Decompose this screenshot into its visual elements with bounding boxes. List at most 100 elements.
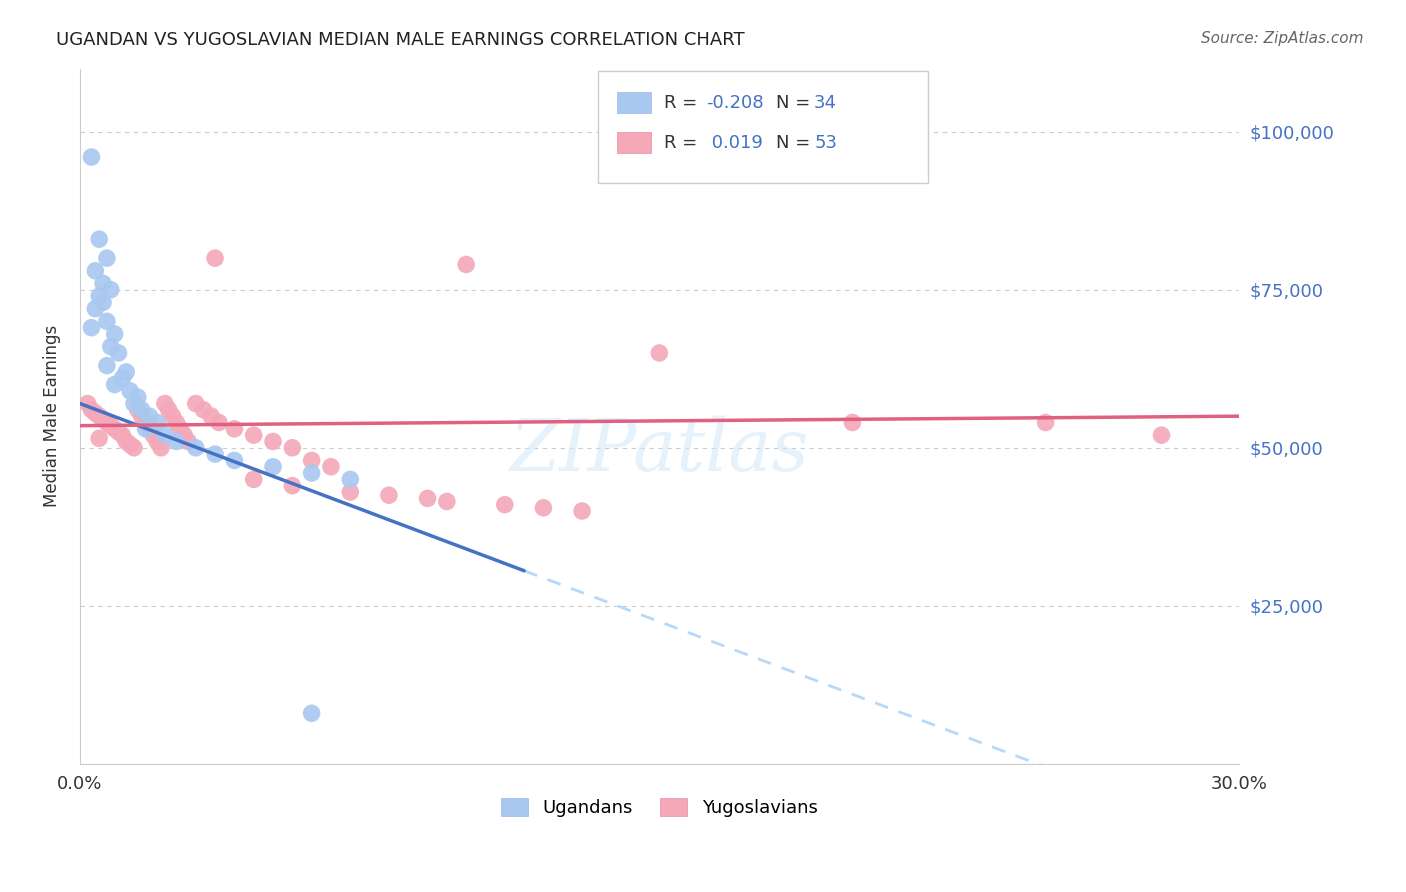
Point: [281, 479, 304, 493]
Point: [120, 437, 142, 451]
Point: [104, 377, 127, 392]
Point: [150, 441, 173, 455]
Text: ZIPatlas: ZIPatlas: [509, 416, 808, 486]
Point: [165, 434, 187, 449]
Point: [841, 416, 863, 430]
Point: [122, 441, 145, 455]
Point: [76, 396, 98, 410]
Point: [184, 441, 207, 455]
Point: [242, 472, 264, 486]
Text: R =: R =: [664, 94, 703, 112]
Point: [107, 346, 129, 360]
Point: [127, 402, 149, 417]
Point: [107, 425, 129, 439]
Point: [146, 434, 169, 449]
Point: [89, 232, 111, 246]
Point: [494, 498, 516, 512]
Point: [131, 402, 153, 417]
Point: [84, 264, 107, 278]
Point: [89, 289, 111, 303]
Text: R =: R =: [664, 134, 703, 152]
Point: [80, 320, 103, 334]
Point: [104, 326, 127, 341]
Point: [135, 422, 157, 436]
Point: [96, 359, 118, 373]
Point: [96, 314, 118, 328]
Point: [169, 422, 191, 436]
Point: [89, 409, 111, 424]
Point: [301, 706, 323, 721]
Point: [1150, 428, 1173, 442]
Point: [146, 416, 169, 430]
Point: [100, 418, 122, 433]
Point: [162, 409, 184, 424]
Point: [173, 428, 195, 442]
Point: [224, 453, 246, 467]
Point: [177, 434, 200, 449]
Point: [184, 396, 207, 410]
Legend: Ugandans, Yugoslavians: Ugandans, Yugoslavians: [494, 790, 825, 824]
Point: [89, 431, 111, 445]
Point: [301, 466, 323, 480]
Point: [96, 416, 118, 430]
Point: [200, 409, 222, 424]
Text: Source: ZipAtlas.com: Source: ZipAtlas.com: [1201, 31, 1364, 46]
Point: [456, 257, 478, 271]
Point: [533, 500, 555, 515]
Point: [224, 422, 246, 436]
Text: N =: N =: [776, 94, 815, 112]
Point: [96, 251, 118, 265]
Point: [204, 447, 226, 461]
Text: UGANDAN VS YUGOSLAVIAN MEDIAN MALE EARNINGS CORRELATION CHART: UGANDAN VS YUGOSLAVIAN MEDIAN MALE EARNI…: [56, 31, 745, 49]
Point: [157, 402, 180, 417]
Point: [165, 416, 187, 430]
Point: [571, 504, 593, 518]
Text: N =: N =: [776, 134, 815, 152]
Point: [262, 459, 284, 474]
Point: [208, 416, 231, 430]
Point: [153, 428, 176, 442]
Point: [122, 396, 145, 410]
Text: -0.208: -0.208: [706, 94, 763, 112]
Point: [100, 283, 122, 297]
Point: [104, 422, 127, 436]
Point: [91, 295, 114, 310]
Point: [204, 251, 226, 265]
Point: [339, 472, 361, 486]
Point: [153, 396, 176, 410]
Point: [319, 459, 342, 474]
Point: [80, 150, 103, 164]
Point: [193, 402, 215, 417]
Point: [436, 494, 458, 508]
Text: 34: 34: [814, 94, 837, 112]
Point: [111, 371, 134, 385]
Point: [135, 416, 157, 430]
Point: [416, 491, 439, 506]
Point: [131, 409, 153, 424]
Point: [115, 365, 138, 379]
Point: [100, 340, 122, 354]
Point: [1035, 416, 1057, 430]
Text: 0.019: 0.019: [706, 134, 762, 152]
Point: [301, 453, 323, 467]
Point: [138, 422, 160, 436]
Point: [127, 390, 149, 404]
Point: [138, 409, 160, 424]
Point: [242, 428, 264, 442]
Point: [91, 277, 114, 291]
Point: [111, 428, 134, 442]
Point: [91, 412, 114, 426]
Point: [142, 428, 165, 442]
Point: [648, 346, 671, 360]
Y-axis label: Median Male Earnings: Median Male Earnings: [44, 325, 60, 508]
Text: 53: 53: [814, 134, 837, 152]
Point: [378, 488, 401, 502]
Point: [262, 434, 284, 449]
Point: [80, 402, 103, 417]
Point: [120, 384, 142, 398]
Point: [84, 406, 107, 420]
Point: [115, 434, 138, 449]
Point: [281, 441, 304, 455]
Point: [84, 301, 107, 316]
Point: [339, 485, 361, 500]
